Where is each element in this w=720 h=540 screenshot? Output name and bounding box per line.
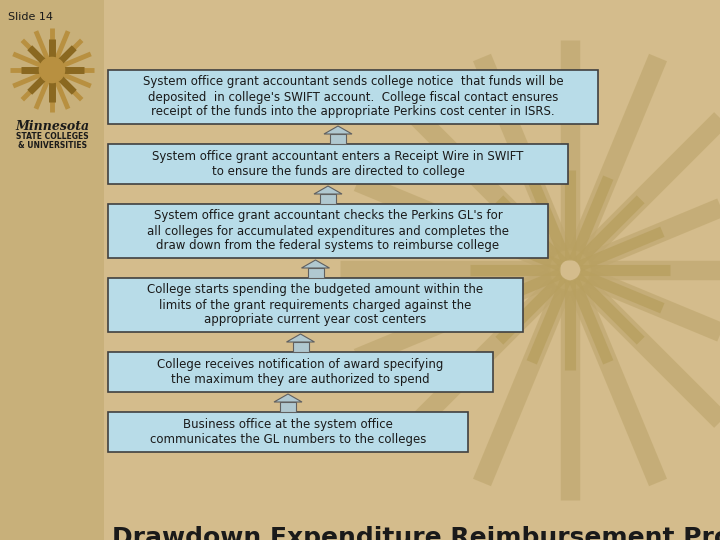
FancyBboxPatch shape	[292, 342, 308, 352]
Text: STATE COLLEGES: STATE COLLEGES	[16, 132, 89, 141]
FancyBboxPatch shape	[108, 412, 468, 452]
FancyBboxPatch shape	[280, 402, 296, 412]
FancyBboxPatch shape	[108, 352, 493, 392]
Polygon shape	[274, 394, 302, 402]
Text: Business office at the system office
communicates the GL numbers to the colleges: Business office at the system office com…	[150, 418, 426, 446]
FancyBboxPatch shape	[108, 144, 568, 184]
FancyBboxPatch shape	[108, 70, 598, 124]
Circle shape	[40, 57, 65, 83]
FancyBboxPatch shape	[108, 278, 523, 332]
Polygon shape	[324, 126, 352, 134]
Text: College receives notification of award specifying
the maximum they are authorize: College receives notification of award s…	[157, 358, 444, 386]
Text: College starts spending the budgeted amount within the
limits of the grant requi: College starts spending the budgeted amo…	[148, 284, 484, 327]
Text: & UNIVERSITIES: & UNIVERSITIES	[17, 141, 86, 150]
Text: System office grant accountant checks the Perkins GL's for
all colleges for accu: System office grant accountant checks th…	[147, 210, 509, 253]
FancyBboxPatch shape	[320, 194, 336, 204]
FancyBboxPatch shape	[307, 268, 323, 278]
Text: System office grant accountant sends college notice  that funds will be
deposite: System office grant accountant sends col…	[143, 76, 563, 118]
Polygon shape	[314, 186, 342, 194]
Text: Minnesota: Minnesota	[15, 120, 89, 133]
Text: Slide 14: Slide 14	[8, 12, 53, 22]
Text: Drawdown Expenditure Reimbursement Process: Drawdown Expenditure Reimbursement Proce…	[112, 526, 720, 540]
Polygon shape	[302, 260, 330, 268]
FancyBboxPatch shape	[0, 0, 104, 540]
Text: System office grant accountant enters a Receipt Wire in SWIFT
to ensure the fund: System office grant accountant enters a …	[153, 150, 523, 178]
Polygon shape	[287, 334, 315, 342]
FancyBboxPatch shape	[108, 204, 548, 258]
Circle shape	[10, 28, 94, 112]
FancyBboxPatch shape	[330, 134, 346, 144]
